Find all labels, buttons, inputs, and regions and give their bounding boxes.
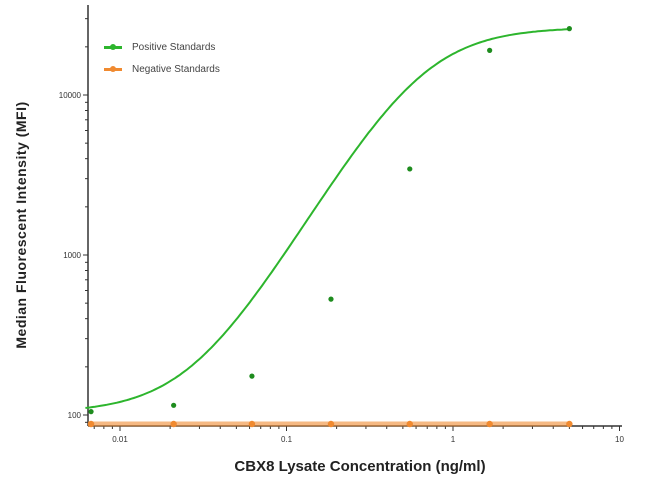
x-axis-title: CBX8 Lysate Concentration (ng/ml) xyxy=(234,458,486,475)
legend-item-positive: Positive Standards xyxy=(104,36,220,58)
negative-data-point xyxy=(327,420,335,428)
legend-label-positive: Positive Standards xyxy=(132,41,216,53)
positive-data-point xyxy=(407,166,413,172)
legend-label-negative: Negative Standards xyxy=(132,63,220,75)
negative-data-point xyxy=(87,420,95,428)
positive-marker-icon xyxy=(104,43,122,50)
x-tick-label: 0.01 xyxy=(112,435,128,444)
negative-marker-icon xyxy=(104,65,122,72)
legend: Positive Standards Negative Standards xyxy=(104,36,220,80)
negative-data-point xyxy=(248,420,256,428)
negative-data-point xyxy=(486,420,493,428)
negative-data-point xyxy=(566,420,573,428)
positive-data-point xyxy=(171,402,177,408)
x-tick-label: 0.1 xyxy=(281,435,293,444)
negative-data-point xyxy=(406,420,413,428)
positive-standards-curve xyxy=(85,28,570,409)
positive-data-point xyxy=(88,409,94,415)
positive-data-point xyxy=(566,26,572,32)
negative-data-point xyxy=(170,420,177,428)
y-axis-title: Median Fluorescent Intensity (MFI) xyxy=(6,40,36,410)
x-tick-label: 1 xyxy=(451,435,456,444)
x-tick-label: 10 xyxy=(615,435,624,444)
y-axis-title-text: Median Fluorescent Intensity (MFI) xyxy=(13,101,29,349)
positive-data-point xyxy=(249,373,255,379)
positive-data-point xyxy=(487,47,493,53)
legend-item-negative: Negative Standards xyxy=(104,58,220,80)
y-tick-label: 10000 xyxy=(59,91,82,100)
y-tick-label: 1000 xyxy=(63,251,81,260)
positive-data-point xyxy=(328,296,334,302)
y-tick-label: 100 xyxy=(68,411,82,420)
